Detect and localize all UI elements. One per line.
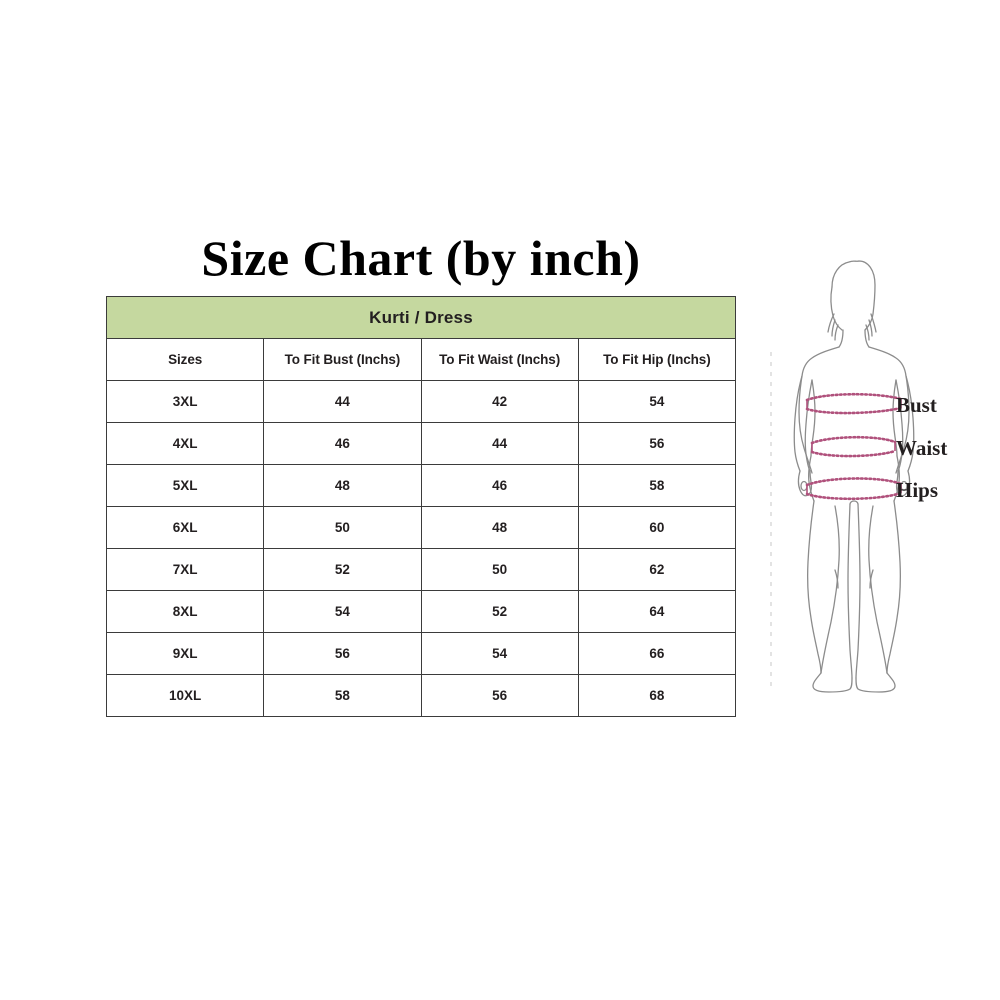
cell-waist: 42	[420, 380, 579, 423]
cell-hip: 62	[577, 548, 737, 591]
column-header-waist: To Fit Waist (Inchs)	[420, 338, 579, 381]
table-merged-header-cell: Kurti / Dress	[106, 296, 736, 339]
torso-left-outline	[798, 346, 840, 474]
cell-size: 3XL	[105, 380, 265, 423]
right-leg-inner	[855, 503, 861, 679]
left-arm-inner	[804, 379, 813, 472]
cell-hip: 64	[577, 590, 737, 633]
table-row: 6XL 50 48 60	[105, 506, 737, 549]
column-header-sizes: Sizes	[105, 338, 265, 381]
hair-strands-left	[827, 313, 839, 341]
head-left-outline	[830, 286, 843, 331]
table-row: 7XL 52 50 62	[105, 548, 737, 591]
left-arm-outer	[793, 375, 803, 472]
bust-measure-band	[805, 392, 903, 415]
cell-hip: 66	[577, 632, 737, 675]
head-outline	[831, 260, 876, 331]
table-row: 9XL 56 54 66	[105, 632, 737, 675]
cell-waist: 56	[420, 674, 579, 717]
cell-bust: 48	[263, 464, 422, 507]
page-title: Size Chart (by inch)	[201, 230, 641, 286]
right-leg-outer	[886, 500, 902, 674]
cell-bust: 54	[263, 590, 422, 633]
table-body: Kurti / Dress Sizes To Fit Bust (Inchs) …	[105, 296, 737, 717]
cell-bust: 46	[263, 422, 422, 465]
table-merged-header-row: Kurti / Dress	[106, 296, 736, 339]
cell-hip: 56	[577, 422, 737, 465]
cell-hip: 68	[577, 674, 737, 717]
table-row: 3XL 44 42 54	[105, 380, 737, 423]
cell-size: 10XL	[105, 674, 265, 717]
cell-bust: 58	[263, 674, 422, 717]
right-foot-outline	[855, 672, 896, 693]
cell-hip: 54	[577, 380, 737, 423]
right-hand-outline	[895, 470, 911, 497]
measure-label-hips: Hips	[896, 478, 939, 502]
right-arm-inner	[895, 379, 904, 472]
measurement-figure-panel: Bust Waist Hips	[755, 240, 1000, 720]
torso-right-outline	[868, 346, 910, 474]
left-foot-outline	[812, 672, 853, 693]
cell-hip: 60	[577, 506, 737, 549]
left-leg-inner	[847, 503, 853, 679]
female-body-outline-icon	[770, 260, 915, 693]
cell-bust: 44	[263, 380, 422, 423]
cell-size: 6XL	[105, 506, 265, 549]
cell-size: 4XL	[105, 422, 265, 465]
cell-bust: 52	[263, 548, 422, 591]
cell-size: 7XL	[105, 548, 265, 591]
hair-strands-right	[865, 313, 877, 341]
measure-label-bust: Bust	[896, 393, 937, 417]
cell-waist: 52	[420, 590, 579, 633]
table-row: 10XL 58 56 68	[105, 674, 737, 717]
table-row: 5XL 48 46 58	[105, 464, 737, 507]
cell-bust: 56	[263, 632, 422, 675]
cell-size: 8XL	[105, 590, 265, 633]
cell-bust: 50	[263, 506, 422, 549]
cell-size: 9XL	[105, 632, 265, 675]
crotch-detail	[849, 500, 859, 505]
hips-measure-band	[805, 477, 903, 501]
left-leg-outer	[806, 500, 822, 674]
cell-waist: 46	[420, 464, 579, 507]
cell-waist: 44	[420, 422, 579, 465]
cell-size: 5XL	[105, 464, 265, 507]
cell-waist: 54	[420, 632, 579, 675]
cell-waist: 48	[420, 506, 579, 549]
table-row: 8XL 54 52 64	[105, 590, 737, 633]
table-row: 4XL 46 44 56	[105, 422, 737, 465]
size-chart-table: Kurti / Dress Sizes To Fit Bust (Inchs) …	[105, 296, 737, 717]
measure-label-waist: Waist	[896, 436, 948, 460]
right-arm-outer	[905, 375, 915, 472]
table-column-header-row: Sizes To Fit Bust (Inchs) To Fit Waist (…	[105, 338, 737, 381]
neck-outline	[838, 329, 870, 348]
cell-waist: 50	[420, 548, 579, 591]
left-hand-detail	[800, 480, 808, 492]
waist-measure-band	[810, 435, 897, 458]
cell-hip: 58	[577, 464, 737, 507]
column-header-hip: To Fit Hip (Inchs)	[577, 338, 737, 381]
left-calf-inner	[820, 505, 840, 674]
right-calf-inner	[868, 505, 888, 674]
column-header-bust: To Fit Bust (Inchs)	[263, 338, 422, 381]
